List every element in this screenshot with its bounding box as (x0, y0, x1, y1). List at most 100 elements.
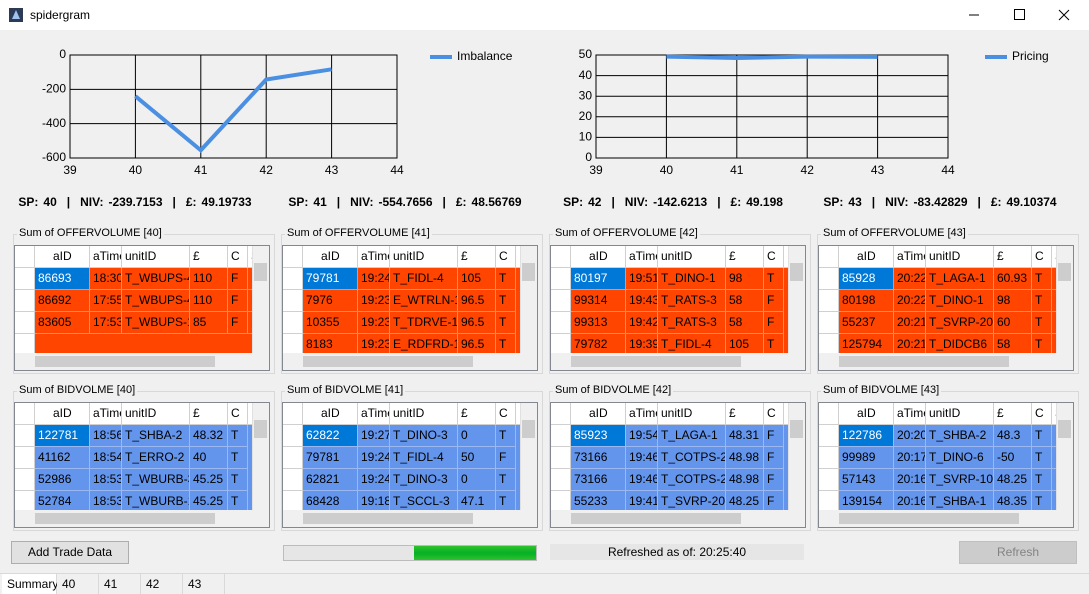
grid-cell[interactable]: T_RATS-3 (658, 290, 726, 312)
grid-cell[interactable]: 48.31 (726, 425, 764, 447)
grid-cell[interactable]: T_COTPS-2 (658, 469, 726, 491)
grid-cell[interactable]: 19:54 (626, 425, 658, 447)
grid-cell[interactable]: 58 (994, 334, 1032, 356)
grid-cell[interactable]: 99313 (571, 312, 626, 334)
grid-cell[interactable]: T (228, 447, 248, 469)
grid-cell[interactable]: 122781 (35, 425, 90, 447)
grid-cell[interactable]: 99989 (839, 447, 894, 469)
grid-cell[interactable]: 73166 (571, 447, 626, 469)
column-header[interactable]: aID (35, 246, 90, 268)
grid-cell[interactable]: 20:22 (894, 290, 926, 312)
grid-cell[interactable]: 105 (458, 268, 496, 290)
grid-cell[interactable]: T_FIDL-4 (390, 268, 458, 290)
grid-cell[interactable]: 83605 (35, 312, 90, 334)
grid-cell[interactable]: T (764, 268, 784, 290)
grid-cell[interactable]: T_WBURB-3 (122, 469, 190, 491)
grid-cell[interactable]: 110 (190, 268, 228, 290)
grid-cell[interactable]: T_DINO-3 (390, 469, 458, 491)
grid-cell[interactable]: T_DINO-1 (658, 268, 726, 290)
grid-cell[interactable]: 20:17 (894, 447, 926, 469)
grid-cell[interactable]: 20:21 (894, 312, 926, 334)
grid-cell[interactable]: 19:39 (626, 334, 658, 356)
grid-cell[interactable]: T (496, 425, 516, 447)
grid-cell[interactable]: 19:24 (358, 268, 390, 290)
column-header[interactable]: C (764, 403, 784, 425)
grid-cell[interactable]: 62821 (303, 469, 358, 491)
grid-cell[interactable]: T_RATS-3 (658, 312, 726, 334)
column-header[interactable]: aID (571, 403, 626, 425)
grid-cell[interactable]: 73166 (571, 469, 626, 491)
grid-cell[interactable]: 48.98 (726, 469, 764, 491)
grid-cell[interactable]: 45.25 (190, 469, 228, 491)
column-header[interactable]: unitID (658, 246, 726, 268)
column-header[interactable]: C (228, 403, 248, 425)
column-header[interactable]: £ (190, 403, 228, 425)
grid-cell[interactable]: -50 (994, 447, 1032, 469)
grid-cell[interactable]: F (764, 425, 784, 447)
grid-cell[interactable]: 57143 (839, 469, 894, 491)
window-controls[interactable] (960, 0, 1089, 30)
grid-cell[interactable]: 85928 (839, 268, 894, 290)
data-grid[interactable]: aIDaTimeunitID£C 12278118:56T_SHBA-248.32… (14, 402, 270, 528)
grid-cell[interactable]: 19:24 (358, 469, 390, 491)
grid-cell[interactable]: 0 (458, 469, 496, 491)
grid-cell[interactable]: 19:18 (358, 491, 390, 513)
grid-cell[interactable]: 19:27 (358, 425, 390, 447)
column-header[interactable]: £ (458, 246, 496, 268)
column-header[interactable]: unitID (122, 246, 190, 268)
grid-cell[interactable]: 86692 (35, 290, 90, 312)
grid-cell[interactable]: 19:46 (626, 469, 658, 491)
grid-cell[interactable]: T (1032, 425, 1052, 447)
grid-cell[interactable]: T_SHBA-2 (926, 425, 994, 447)
column-header[interactable]: aID (35, 403, 90, 425)
grid-cell[interactable]: 48.25 (726, 491, 764, 513)
grid-cell[interactable]: 19:24 (358, 447, 390, 469)
grid-cell[interactable]: T_FIDL-4 (658, 334, 726, 356)
column-header[interactable]: unitID (658, 403, 726, 425)
grid-cell[interactable]: T (1032, 447, 1052, 469)
grid-cell[interactable]: 7976 (303, 290, 358, 312)
data-grid[interactable]: aIDaTimeunitID£CS8592820:22T_LAGA-160.93… (818, 245, 1074, 371)
column-header[interactable]: C (496, 246, 516, 268)
grid-cell[interactable]: T_DINO-6 (926, 447, 994, 469)
grid-cell[interactable]: 18:53 (90, 491, 122, 513)
grid-cell[interactable]: F (228, 290, 248, 312)
grid-cell[interactable]: 48.32 (190, 425, 228, 447)
grid-cell[interactable]: 19:43 (626, 290, 658, 312)
grid-cell[interactable]: 98 (994, 290, 1032, 312)
grid-cell[interactable]: 85 (190, 312, 228, 334)
column-header[interactable]: unitID (926, 403, 994, 425)
column-header[interactable]: aTime (90, 246, 122, 268)
column-header[interactable]: £ (994, 246, 1032, 268)
column-header[interactable]: £ (726, 246, 764, 268)
grid-cell[interactable]: 85923 (571, 425, 626, 447)
grid-cell[interactable]: 0 (458, 425, 496, 447)
grid-cell[interactable]: 18:30 (90, 268, 122, 290)
grid-cell[interactable]: 45.25 (190, 491, 228, 513)
column-header[interactable]: unitID (122, 403, 190, 425)
grid-cell[interactable]: 18:54 (90, 447, 122, 469)
grid-cell[interactable]: T_SHBA-2 (122, 425, 190, 447)
grid-cell[interactable]: T (496, 268, 516, 290)
tab[interactable]: 43 (183, 574, 225, 594)
grid-cell[interactable]: 19:23 (358, 312, 390, 334)
grid-cell[interactable]: 98 (726, 268, 764, 290)
column-header[interactable]: aID (303, 403, 358, 425)
grid-cell[interactable]: 96.5 (458, 312, 496, 334)
column-header[interactable]: £ (190, 246, 228, 268)
tab[interactable]: 40 (57, 574, 99, 594)
grid-cell[interactable]: 17:55 (90, 290, 122, 312)
grid-cell[interactable]: 110 (190, 290, 228, 312)
grid-cell[interactable]: 60.93 (994, 268, 1032, 290)
grid-cell[interactable]: 122786 (839, 425, 894, 447)
tab[interactable]: 42 (141, 574, 183, 594)
grid-cell[interactable]: F (496, 447, 516, 469)
grid-cell[interactable]: 80198 (839, 290, 894, 312)
grid-cell[interactable]: T_ERRO-2 (122, 447, 190, 469)
grid-cell[interactable]: 52784 (35, 491, 90, 513)
grid-cell[interactable]: T_COTPS-2 (658, 447, 726, 469)
grid-cell[interactable]: 48.3 (994, 425, 1032, 447)
